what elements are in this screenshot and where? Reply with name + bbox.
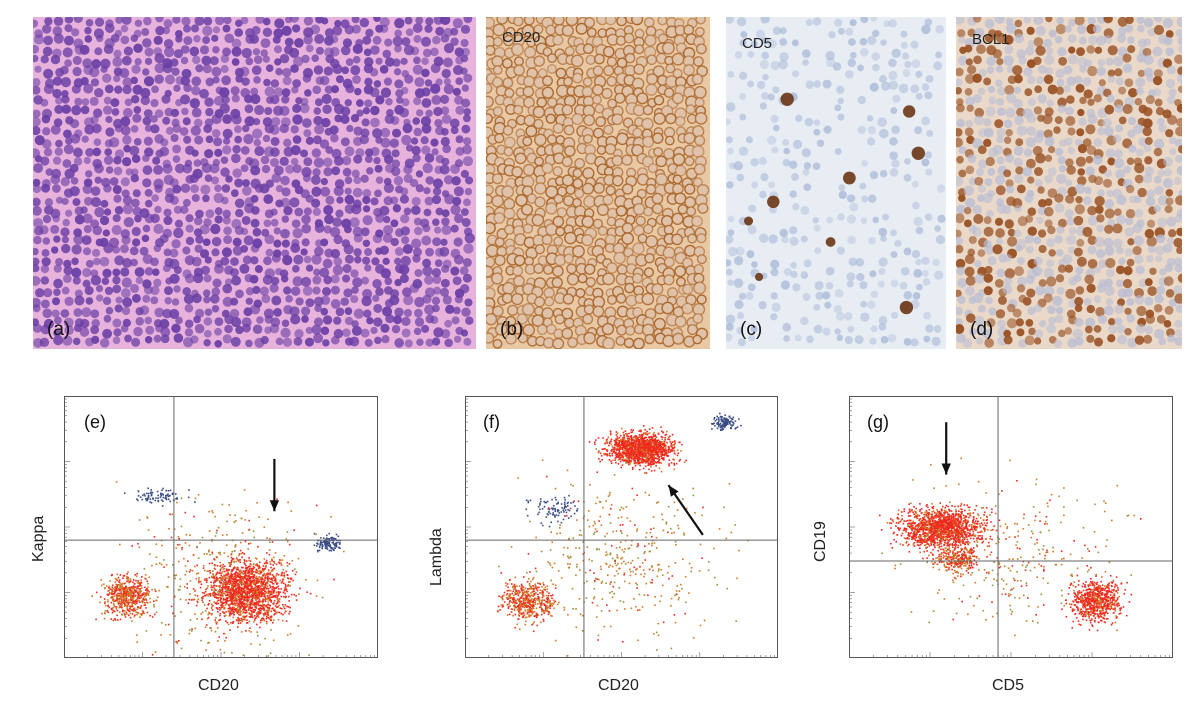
flow-plot-f: (f)	[465, 396, 778, 658]
panel-label-g: (g)	[867, 412, 889, 432]
panel-label-b: (b)	[500, 319, 524, 340]
y-axis-label-g: CD19	[812, 521, 829, 562]
micrograph-a-he: (a)	[33, 17, 476, 349]
flow-scatter-g	[849, 396, 1173, 658]
micrograph-b-cd20: CD20 (b)	[486, 17, 710, 349]
cd5-stain-image	[726, 17, 946, 349]
flow-plot-e: (e)	[64, 396, 378, 658]
y-axis-label-e: Kappa	[30, 515, 47, 562]
panel-label-d: (d)	[970, 319, 994, 340]
micrograph-d-bcl1: BCL1 (d)	[956, 17, 1182, 349]
he-stain-image	[33, 17, 476, 349]
panel-label-a: (a)	[47, 319, 71, 340]
micrograph-c-cd5: CD5 (c)	[726, 17, 946, 349]
stain-label-bcl1: BCL1	[972, 31, 1010, 48]
cd20-stain-image	[486, 17, 710, 349]
x-axis-label-g: CD5	[992, 677, 1025, 694]
bcl1-stain-image	[956, 17, 1182, 349]
x-axis-label-f: CD20	[598, 677, 639, 694]
panel-label-c: (c)	[740, 319, 763, 340]
panel-label-f: (f)	[483, 412, 500, 432]
y-axis-label-f: Lambda	[428, 528, 445, 586]
stain-label-cd5: CD5	[742, 35, 773, 52]
flow-scatter-f	[465, 396, 778, 658]
flow-scatter-e	[64, 396, 378, 658]
panel-label-e: (e)	[84, 412, 106, 432]
x-axis-label-e: CD20	[198, 677, 239, 694]
flow-plot-g: (g)	[849, 396, 1173, 658]
stain-label-cd20: CD20	[502, 29, 541, 46]
